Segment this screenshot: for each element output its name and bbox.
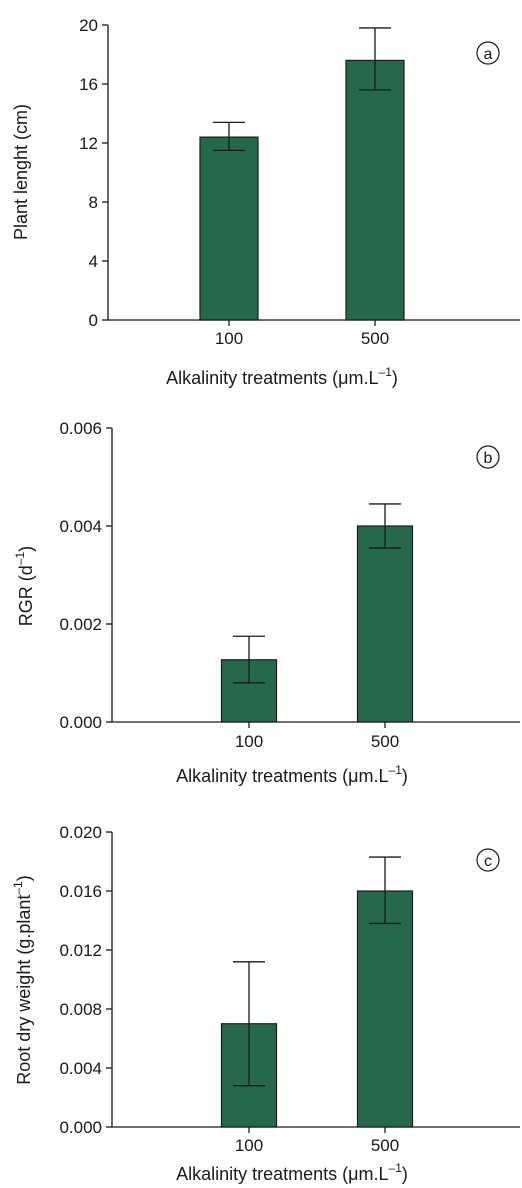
panel-a-bar bbox=[199, 136, 259, 321]
panel-b-bars bbox=[220, 525, 414, 723]
panel-a-y-tick-label: 16 bbox=[79, 75, 98, 94]
panel-a-y-ticks: 0 4 8 12 16 20 bbox=[79, 16, 108, 330]
panel-b-x-axis-title: Alkalinity treatments (μm.L–1) bbox=[176, 763, 408, 786]
panel-c-y-tick-label: 0.004 bbox=[59, 1059, 102, 1078]
panel-c-bar bbox=[356, 890, 414, 1128]
panel-a: 0 4 8 12 16 20 100 500 Alkalinity treatments … bbox=[11, 16, 520, 388]
panel-c-letter-circle bbox=[476, 848, 500, 872]
panel-b-x-ticks bbox=[248, 722, 386, 728]
panel-a-letter-circle bbox=[476, 41, 500, 65]
panel-a-letter-badge: a bbox=[476, 41, 500, 65]
panel-c-x-tick-label: 500 bbox=[371, 1136, 399, 1155]
panel-b-axes bbox=[111, 428, 520, 723]
panel-a-y-tick-label: 0 bbox=[89, 311, 98, 330]
panel-b-error-bars bbox=[233, 503, 401, 684]
panel-a-x-tick-label: 100 bbox=[215, 329, 243, 348]
panel-a-bar bbox=[345, 59, 405, 321]
panel-a-error-bars bbox=[213, 27, 391, 152]
panel-a-x-tick-label: 500 bbox=[361, 329, 389, 348]
panel-a-bars bbox=[199, 59, 405, 321]
panel-c-y-ticks: 0.000 0.004 0.008 0.012 0.016 0.020 bbox=[59, 823, 112, 1137]
panel-b-letter-circle bbox=[476, 445, 500, 469]
panel-c: 0.000 0.004 0.008 0.012 0.016 0.020 100 500 A… bbox=[11, 823, 520, 1184]
panel-b-x-tick-labels: 100 500 bbox=[235, 732, 399, 751]
panel-c-letter: c bbox=[484, 853, 492, 870]
panel-c-y-tick-label: 0.008 bbox=[59, 1000, 102, 1019]
panel-b-y-tick-label: 0.006 bbox=[59, 419, 102, 438]
panel-a-letter: a bbox=[484, 46, 493, 63]
panel-c-axes bbox=[111, 832, 520, 1128]
panel-b-x-tick-label: 100 bbox=[235, 732, 263, 751]
panel-b-y-tick-label: 0.000 bbox=[59, 713, 102, 732]
panel-b-y-ticks: 0.000 0.002 0.004 0.006 bbox=[59, 419, 112, 732]
panel-a-x-ticks bbox=[228, 320, 376, 326]
panel-b-y-axis-title: RGR (d–1) bbox=[13, 546, 36, 626]
panel-b-y-tick-label: 0.004 bbox=[59, 517, 102, 536]
panel-b-bar bbox=[356, 525, 414, 723]
panel-b-letter-badge: b bbox=[476, 445, 500, 469]
panel-c-error-bars bbox=[233, 856, 401, 1087]
panel-c-y-tick-label: 0.012 bbox=[59, 941, 102, 960]
panel-a-y-tick-label: 20 bbox=[79, 16, 98, 35]
panel-b: 0.000 0.002 0.004 0.006 100 500 Alkalinity … bbox=[13, 419, 520, 786]
panel-b-x-tick-label: 500 bbox=[371, 732, 399, 751]
panel-c-x-tick-label: 100 bbox=[235, 1136, 263, 1155]
panel-a-x-axis-title: Alkalinity treatments (μm.L–1) bbox=[166, 365, 398, 388]
panel-a-y-tick-label: 4 bbox=[89, 252, 98, 271]
panel-b-bar bbox=[220, 659, 278, 723]
panel-c-x-tick-labels: 100 500 bbox=[235, 1136, 399, 1155]
panel-a-x-tick-labels: 100 500 bbox=[215, 329, 389, 348]
panel-b-letter: b bbox=[484, 450, 493, 467]
panel-c-x-ticks bbox=[248, 1127, 386, 1133]
panel-c-y-tick-label: 0.016 bbox=[59, 882, 102, 901]
panel-c-y-tick-label: 0.000 bbox=[59, 1118, 102, 1137]
panel-a-y-tick-label: 8 bbox=[89, 193, 98, 212]
panel-c-x-axis-title: Alkalinity treatments (μm.L–1) bbox=[176, 1161, 408, 1184]
panel-a-axes bbox=[107, 25, 520, 321]
panel-c-letter-badge: c bbox=[476, 848, 500, 872]
panel-c-y-tick-label: 0.020 bbox=[59, 823, 102, 842]
panel-a-y-axis-title: Plant lenght (cm) bbox=[11, 104, 31, 240]
panel-b-y-tick-label: 0.002 bbox=[59, 615, 102, 634]
panel-c-bars bbox=[220, 890, 414, 1128]
panel-c-y-axis-title: Root dry weight (g.plant–1) bbox=[11, 875, 34, 1084]
panel-a-y-tick-label: 12 bbox=[79, 134, 98, 153]
